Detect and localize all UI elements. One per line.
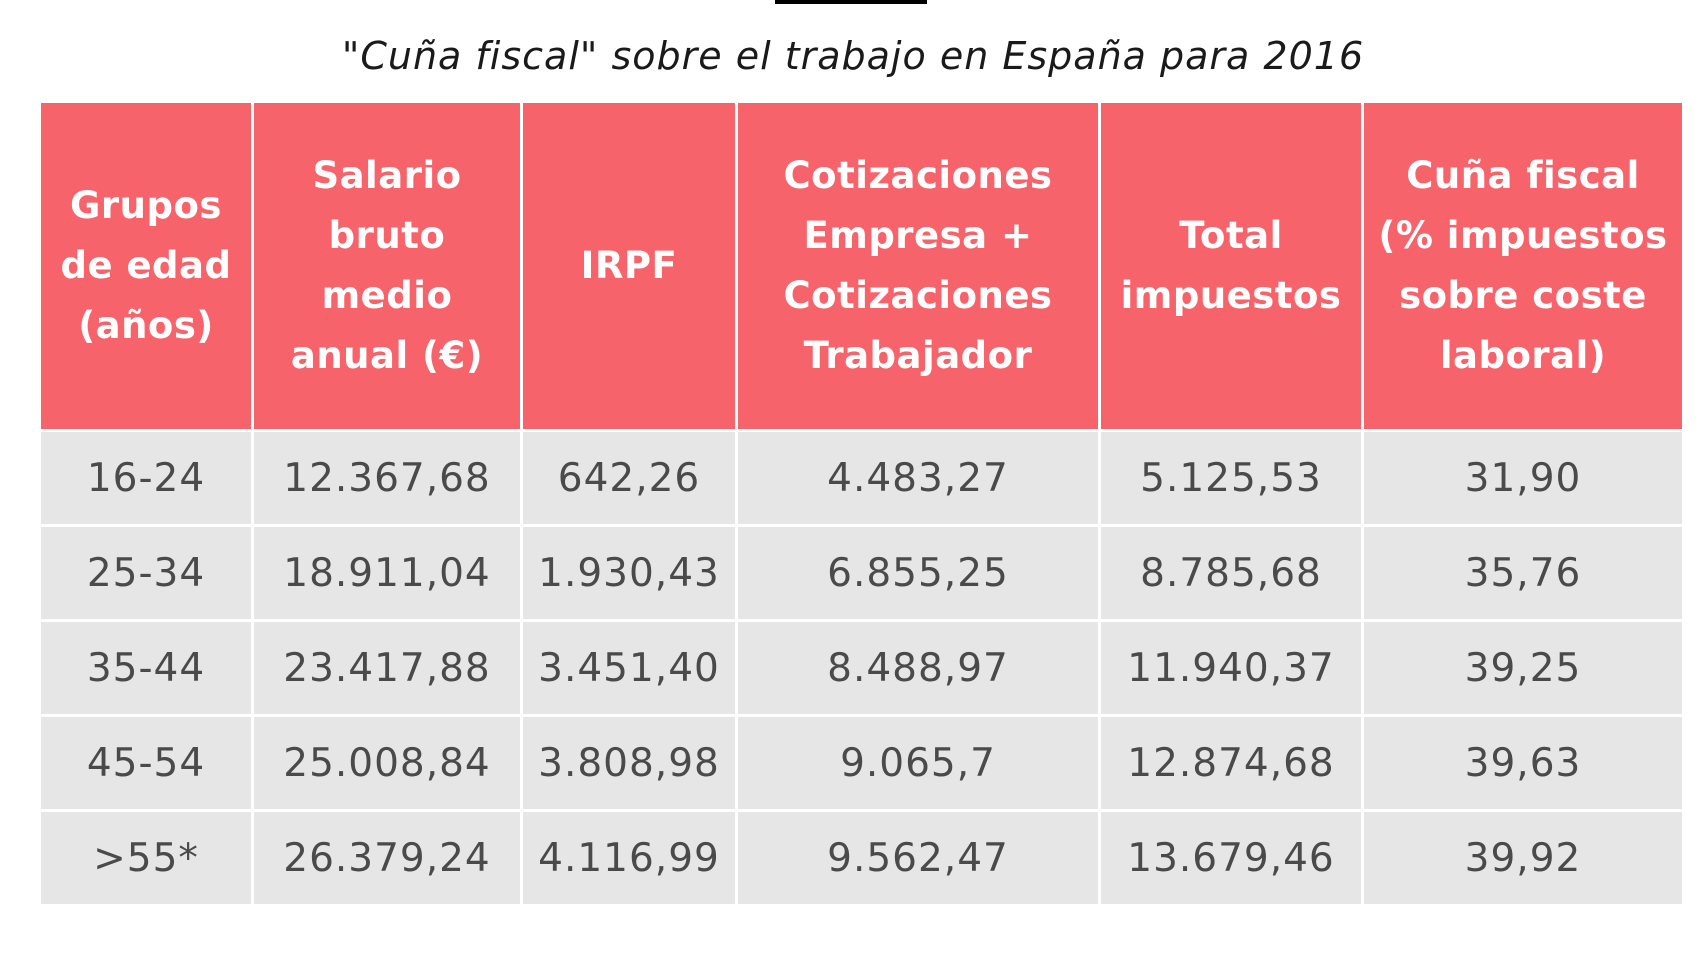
table-row: >55* 26.379,24 4.116,99 9.562,47 13.679,… [41, 812, 1682, 904]
cell-tax-wedge: 31,90 [1364, 432, 1682, 524]
table-header-row: Grupos de edad (años) Salario bruto medi… [41, 103, 1682, 429]
header-tax-wedge: Cuña fiscal (% impuestos sobre coste lab… [1364, 103, 1682, 429]
header-contributions: Cotizaciones Empresa + Cotizaciones Trab… [738, 103, 1098, 429]
table-row: 16-24 12.367,68 642,26 4.483,27 5.125,53… [41, 432, 1682, 524]
header-total-taxes: Total impuestos [1101, 103, 1361, 429]
cell-age-group: 25-34 [41, 527, 251, 619]
header-gross-salary: Salario bruto medio anual (€) [254, 103, 520, 429]
cell-contributions: 4.483,27 [738, 432, 1098, 524]
tax-wedge-table: Grupos de edad (años) Salario bruto medi… [38, 100, 1685, 907]
cell-irpf: 3.451,40 [523, 622, 735, 714]
table-row: 35-44 23.417,88 3.451,40 8.488,97 11.940… [41, 622, 1682, 714]
cell-total-taxes: 11.940,37 [1101, 622, 1361, 714]
cell-gross-salary: 12.367,68 [254, 432, 520, 524]
cell-contributions: 9.065,7 [738, 717, 1098, 809]
table-title: "Cuña fiscal" sobre el trabajo en España… [341, 34, 1365, 78]
cell-gross-salary: 18.911,04 [254, 527, 520, 619]
cell-irpf: 3.808,98 [523, 717, 735, 809]
cell-age-group: 45-54 [41, 717, 251, 809]
cell-gross-salary: 23.417,88 [254, 622, 520, 714]
cell-gross-salary: 25.008,84 [254, 717, 520, 809]
header-irpf: IRPF [523, 103, 735, 429]
cell-contributions: 8.488,97 [738, 622, 1098, 714]
cell-total-taxes: 8.785,68 [1101, 527, 1361, 619]
top-divider-bar [775, 0, 927, 4]
cell-age-group: 16-24 [41, 432, 251, 524]
cell-total-taxes: 12.874,68 [1101, 717, 1361, 809]
cell-age-group: 35-44 [41, 622, 251, 714]
header-age-groups: Grupos de edad (años) [41, 103, 251, 429]
cell-contributions: 6.855,25 [738, 527, 1098, 619]
table-row: 45-54 25.008,84 3.808,98 9.065,7 12.874,… [41, 717, 1682, 809]
cell-tax-wedge: 39,25 [1364, 622, 1682, 714]
table-row: 25-34 18.911,04 1.930,43 6.855,25 8.785,… [41, 527, 1682, 619]
cell-total-taxes: 5.125,53 [1101, 432, 1361, 524]
cell-tax-wedge: 39,63 [1364, 717, 1682, 809]
cell-contributions: 9.562,47 [738, 812, 1098, 904]
cell-gross-salary: 26.379,24 [254, 812, 520, 904]
cell-age-group: >55* [41, 812, 251, 904]
cell-tax-wedge: 35,76 [1364, 527, 1682, 619]
cell-irpf: 1.930,43 [523, 527, 735, 619]
cell-total-taxes: 13.679,46 [1101, 812, 1361, 904]
cell-irpf: 4.116,99 [523, 812, 735, 904]
cell-irpf: 642,26 [523, 432, 735, 524]
cell-tax-wedge: 39,92 [1364, 812, 1682, 904]
